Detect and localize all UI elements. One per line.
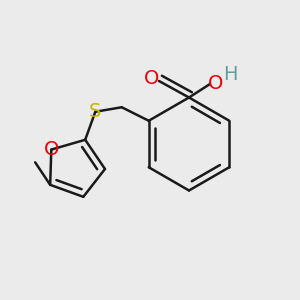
Text: O: O <box>144 69 159 88</box>
Text: H: H <box>223 65 238 85</box>
Text: S: S <box>89 102 101 121</box>
Text: O: O <box>44 140 59 159</box>
Text: O: O <box>208 74 223 93</box>
